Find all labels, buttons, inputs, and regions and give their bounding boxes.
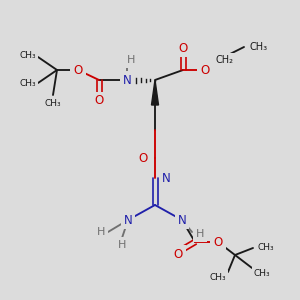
Text: CH₃: CH₃ bbox=[20, 80, 36, 88]
Text: H: H bbox=[97, 227, 105, 237]
Text: N: N bbox=[162, 172, 171, 184]
Text: N: N bbox=[178, 214, 186, 226]
Text: CH₃: CH₃ bbox=[209, 272, 226, 281]
Text: CH₃: CH₃ bbox=[254, 268, 271, 278]
Text: N: N bbox=[123, 74, 131, 86]
Text: O: O bbox=[139, 152, 148, 164]
Text: O: O bbox=[173, 248, 183, 260]
Text: CH₃: CH₃ bbox=[20, 52, 36, 61]
Text: O: O bbox=[178, 41, 188, 55]
Text: O: O bbox=[74, 64, 82, 76]
Polygon shape bbox=[152, 80, 158, 105]
Text: CH₃: CH₃ bbox=[45, 98, 61, 107]
Text: CH₃: CH₃ bbox=[258, 244, 274, 253]
Text: N: N bbox=[124, 214, 132, 226]
Text: H: H bbox=[118, 240, 126, 250]
Text: CH₂: CH₂ bbox=[215, 55, 233, 65]
Text: H: H bbox=[127, 55, 135, 65]
Text: CH₃: CH₃ bbox=[249, 42, 267, 52]
Text: O: O bbox=[213, 236, 223, 248]
Text: O: O bbox=[200, 64, 210, 76]
Text: H: H bbox=[196, 229, 204, 239]
Text: O: O bbox=[94, 94, 103, 107]
